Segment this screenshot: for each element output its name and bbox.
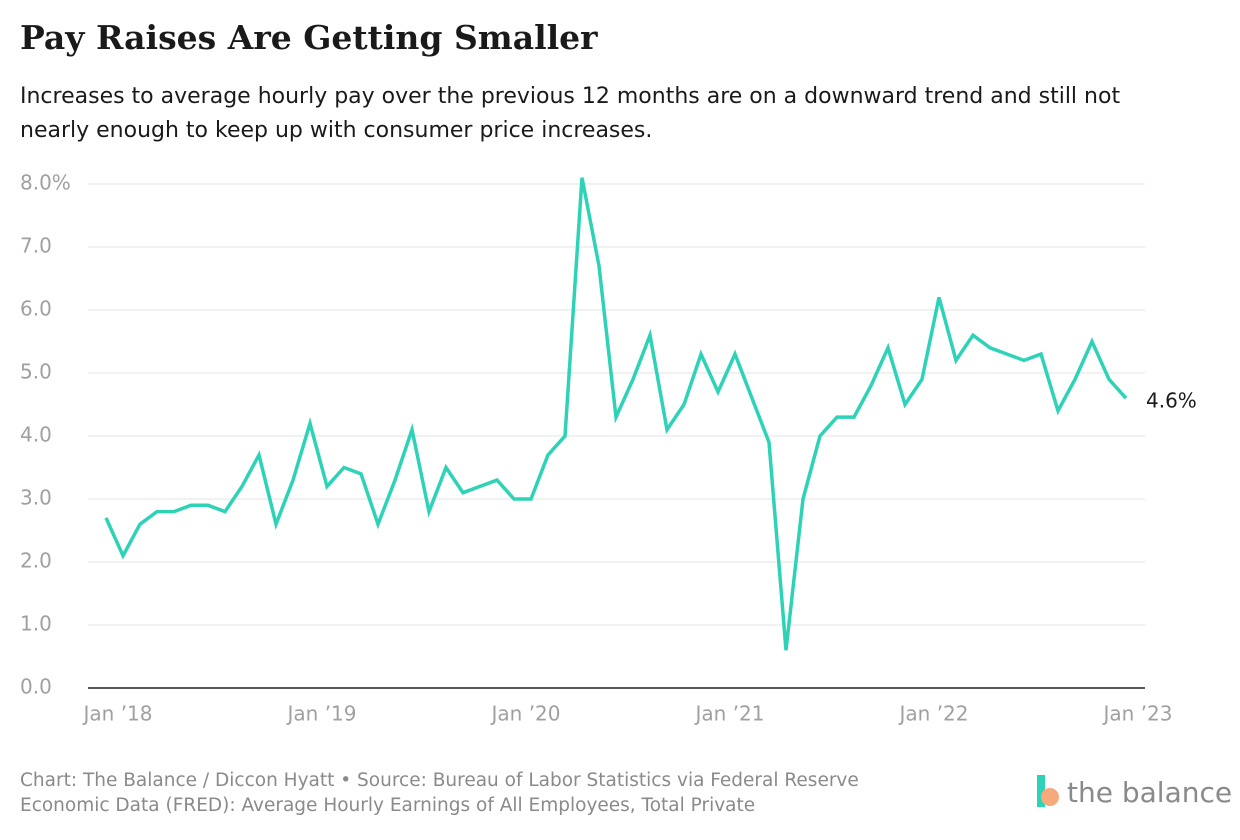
logo-dot xyxy=(1041,788,1059,806)
y-tick-label: 2.0 xyxy=(20,549,52,573)
subtitle: nearly enough to keep up with consumer p… xyxy=(20,118,652,143)
y-tick-label: 1.0 xyxy=(20,612,52,636)
y-tick-label: 4.0 xyxy=(20,423,52,447)
y-tick-label: 0.0 xyxy=(20,675,52,699)
logo-bar xyxy=(1037,775,1045,807)
y-tick-label: 3.0 xyxy=(20,486,52,510)
x-tick-label: Jan ’22 xyxy=(898,702,969,726)
y-tick-label: 8.0% xyxy=(20,171,71,195)
data-line xyxy=(104,177,1128,651)
footer: Chart: The Balance / Diccon Hyatt • Sour… xyxy=(20,770,859,791)
brand: the balance xyxy=(1067,776,1232,809)
x-tick-label: Jan ’21 xyxy=(694,702,765,726)
y-tick-label: 7.0 xyxy=(20,234,52,258)
x-tick-label: Jan ’20 xyxy=(490,702,561,726)
x-tick-label: Jan ’18 xyxy=(82,702,153,726)
y-tick-label: 6.0 xyxy=(20,297,52,321)
x-tick-label: Jan ’19 xyxy=(286,702,357,726)
x-tick-label: Jan ’23 xyxy=(1102,702,1173,726)
chart-title: Pay Raises Are Getting Smaller xyxy=(20,18,598,57)
y-tick-label: 5.0 xyxy=(20,360,52,384)
subtitle: Increases to average hourly pay over the… xyxy=(20,84,1120,109)
value-label: 4.6% xyxy=(1146,389,1197,413)
logo: the balance xyxy=(1037,775,1232,809)
footer: Economic Data (FRED): Average Hourly Ear… xyxy=(20,795,755,816)
